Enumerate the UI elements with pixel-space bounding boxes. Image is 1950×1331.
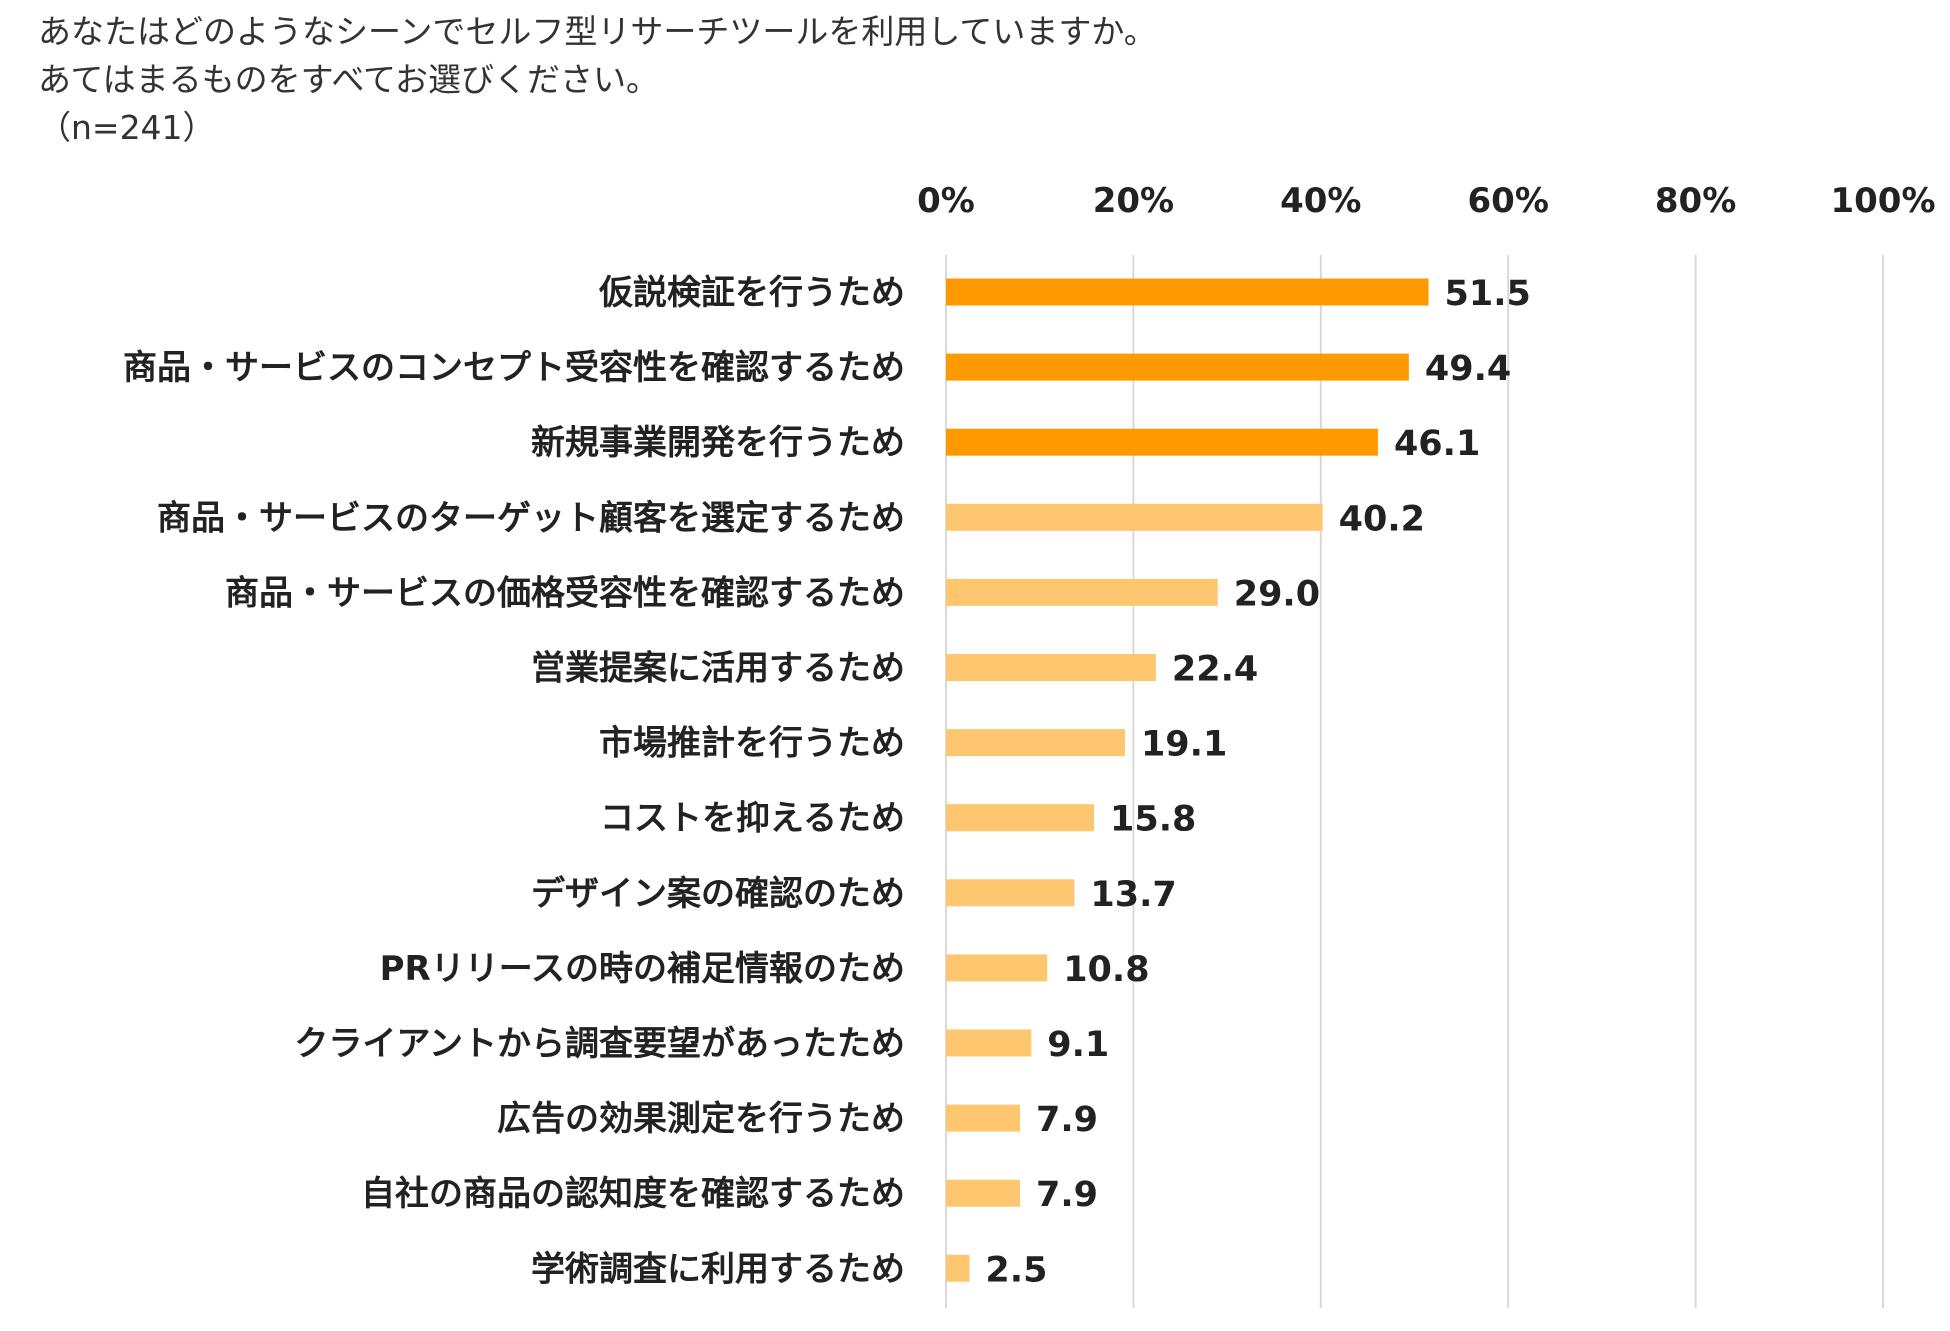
value-label-10: 10.8 [1063,950,1149,990]
question-line-2: あてはまるものをすべてお選びください。 [38,60,660,99]
value-label-4: 40.2 [1339,499,1425,539]
value-label-2: 49.4 [1425,349,1511,389]
bar-12 [946,1104,1021,1132]
category-label-5: 商品・サービスの価格受容性を確認するため [225,573,905,613]
bar-3 [946,428,1378,456]
bar-2 [946,353,1409,381]
x-tick-label-40: 40% [1280,181,1361,221]
bar-13 [946,1179,1021,1207]
bar-5 [946,578,1218,606]
x-tick-label-0: 0% [917,181,975,221]
bar-14 [946,1254,970,1282]
sample-size: （n=241） [38,108,216,147]
bar-1 [946,278,1429,306]
value-label-14: 2.5 [985,1250,1047,1290]
bar-7 [946,729,1125,757]
category-label-12: 広告の効果測定を行うため [497,1099,905,1139]
value-label-9: 13.7 [1090,875,1176,915]
category-label-8: コストを抑えるため [600,799,905,839]
x-tick-label-20: 20% [1093,181,1174,221]
question-line-1: あなたはどのようなシーンでセルフ型リサーチツールを利用していますか。 [38,12,1157,51]
category-label-3: 新規事業開発を行うため [531,423,905,463]
x-tick-label-100: 100% [1830,181,1935,221]
bar-4 [946,503,1323,531]
category-label-6: 営業提案に活用するため [531,649,905,689]
bar-6 [946,654,1156,681]
value-label-6: 22.4 [1172,650,1258,690]
x-tick-label-60: 60% [1468,181,1549,221]
x-tick-label-80: 80% [1655,181,1736,221]
category-label-1: 仮説検証を行うため [598,273,905,313]
value-label-7: 19.1 [1141,725,1227,765]
value-label-8: 15.8 [1110,800,1196,840]
category-label-14: 学術調査に利用するため [531,1249,905,1289]
value-label-3: 46.1 [1394,424,1480,464]
category-label-13: 自社の商品の認知度を確認するため [361,1174,905,1214]
category-label-10: PRリリースの時の補足情報のため [380,949,905,989]
bar-11 [946,1029,1032,1057]
value-label-1: 51.5 [1445,274,1531,314]
question-text: あなたはどのようなシーンでセルフ型リサーチツールを利用していますか。 あてはまる… [38,8,1157,152]
category-label-4: 商品・サービスのターゲット顧客を選定するため [157,498,905,538]
value-label-12: 7.9 [1036,1100,1098,1140]
value-label-5: 29.0 [1234,574,1320,614]
value-label-11: 9.1 [1047,1025,1109,1065]
bar-10 [946,954,1048,982]
category-label-11: クライアントから調査要望があったため [294,1024,905,1064]
bar-8 [946,804,1095,832]
value-label-13: 7.9 [1036,1175,1098,1215]
category-label-2: 商品・サービスのコンセプト受容性を確認するため [123,348,905,388]
category-label-7: 市場推計を行うため [599,724,905,764]
bar-9 [946,879,1075,907]
category-label-9: デザイン案の確認のため [531,874,905,914]
